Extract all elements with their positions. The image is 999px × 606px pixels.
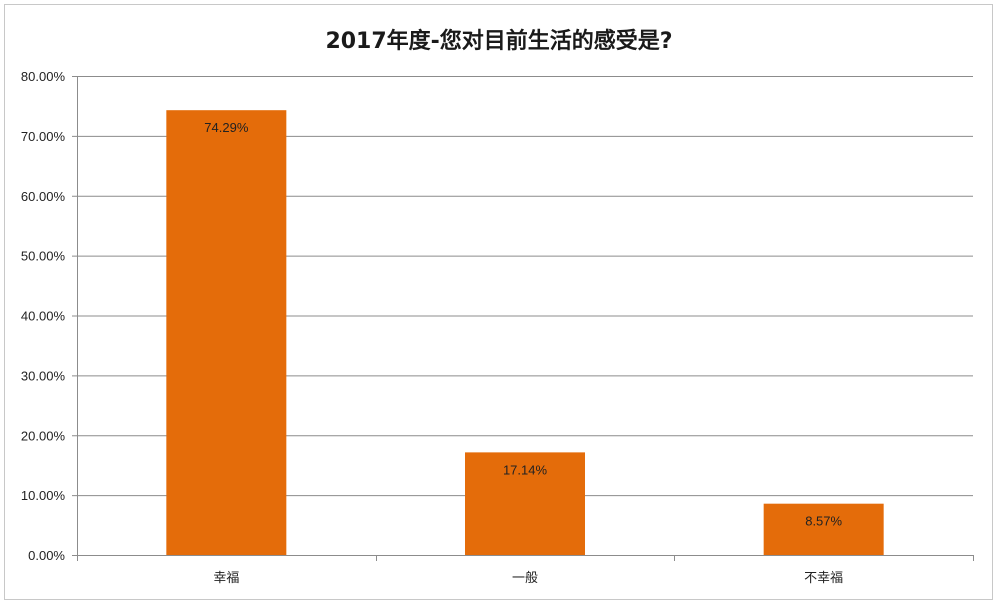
data-label: 17.14% bbox=[503, 462, 548, 477]
y-tick-label: 20.00% bbox=[21, 428, 66, 443]
y-tick-label: 80.00% bbox=[21, 69, 66, 84]
data-labels: 74.29% 17.14% 8.57% bbox=[204, 120, 842, 528]
x-axis-category-labels: 幸福 一般 不幸福 bbox=[213, 570, 843, 586]
x-axis bbox=[72, 76, 974, 561]
y-tick-label: 60.00% bbox=[21, 189, 66, 204]
data-label: 74.29% bbox=[204, 120, 249, 135]
bars bbox=[166, 110, 884, 555]
x-category-label: 幸福 bbox=[213, 571, 239, 586]
y-tick-label: 30.00% bbox=[21, 368, 66, 383]
x-category-label: 不幸福 bbox=[804, 571, 843, 586]
y-tick-label: 40.00% bbox=[21, 309, 66, 324]
y-tick-label: 10.00% bbox=[21, 488, 66, 503]
bar bbox=[465, 452, 585, 555]
y-axis-tick-labels: 0.00% 10.00% 20.00% 30.00% 40.00% 50.00% 60.00… bbox=[21, 69, 66, 563]
y-tick-label: 50.00% bbox=[21, 249, 66, 264]
bar bbox=[763, 503, 884, 555]
y-tick-label: 70.00% bbox=[21, 129, 66, 144]
bar bbox=[166, 110, 287, 555]
y-tick-label: 0.00% bbox=[28, 548, 65, 563]
x-category-label: 一般 bbox=[512, 570, 538, 586]
chart-title: 2017年度-您对目前生活的感受是? bbox=[325, 28, 672, 54]
data-label: 8.57% bbox=[805, 514, 842, 529]
